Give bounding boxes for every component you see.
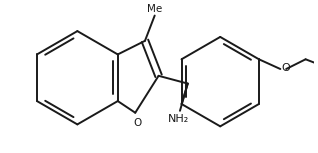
Text: O: O <box>281 63 290 73</box>
Text: Me: Me <box>147 4 162 14</box>
Text: NH₂: NH₂ <box>167 114 189 124</box>
Text: O: O <box>133 118 141 128</box>
